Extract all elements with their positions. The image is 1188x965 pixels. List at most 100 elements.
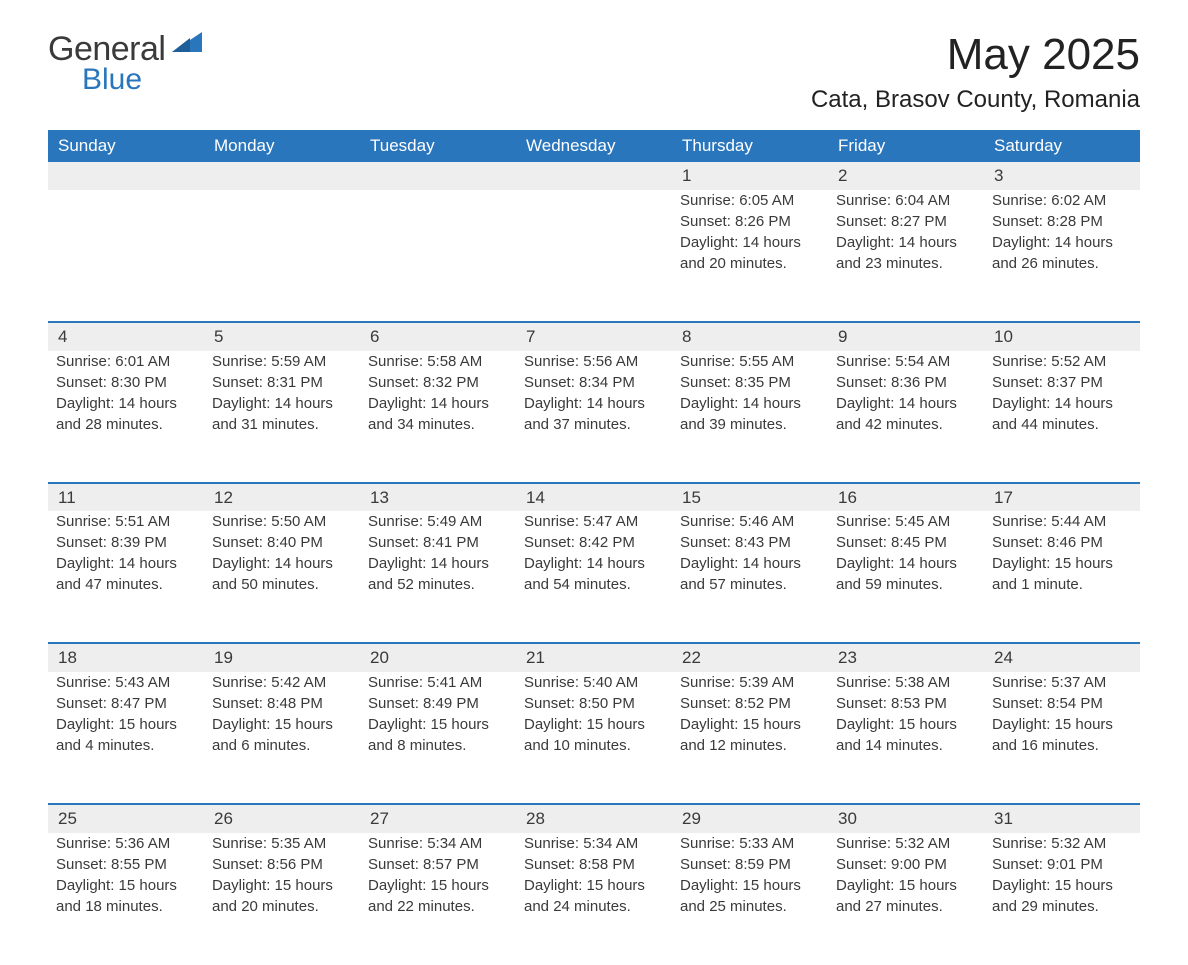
day-number-cell [360,162,516,190]
day-number-cell: 5 [204,322,360,351]
day-number-cell: 11 [48,483,204,512]
day-number-cell: 31 [984,804,1140,833]
daylight-line: Daylight: 15 hours and 18 minutes. [56,875,196,917]
day-number: 7 [526,327,535,346]
sunrise-line: Sunrise: 5:47 AM [524,511,664,532]
day-cell: Sunrise: 6:04 AMSunset: 8:27 PMDaylight:… [828,190,984,322]
title-block: May 2025 Cata, Brasov County, Romania [811,30,1140,124]
daylight-line: Daylight: 15 hours and 10 minutes. [524,714,664,756]
sunset-line: Sunset: 8:55 PM [56,854,196,875]
sunset-line: Sunset: 8:53 PM [836,693,976,714]
day-content-row: Sunrise: 5:36 AMSunset: 8:55 PMDaylight:… [48,833,1140,965]
weekday-header: Friday [828,130,984,162]
day-number: 12 [214,488,233,507]
daylight-line: Daylight: 14 hours and 47 minutes. [56,553,196,595]
day-cell: Sunrise: 5:35 AMSunset: 8:56 PMDaylight:… [204,833,360,965]
logo-triangle-icon [172,30,202,57]
day-number-cell: 13 [360,483,516,512]
day-cell: Sunrise: 6:05 AMSunset: 8:26 PMDaylight:… [672,190,828,322]
sunset-line: Sunset: 8:45 PM [836,532,976,553]
day-number: 15 [682,488,701,507]
sunrise-line: Sunrise: 5:49 AM [368,511,508,532]
sunrise-line: Sunrise: 6:02 AM [992,190,1132,211]
day-cell: Sunrise: 5:38 AMSunset: 8:53 PMDaylight:… [828,672,984,804]
day-number-cell: 4 [48,322,204,351]
sunset-line: Sunset: 8:46 PM [992,532,1132,553]
day-number: 28 [526,809,545,828]
sunset-line: Sunset: 8:47 PM [56,693,196,714]
day-cell: Sunrise: 5:37 AMSunset: 8:54 PMDaylight:… [984,672,1140,804]
sunrise-line: Sunrise: 5:35 AM [212,833,352,854]
sunset-line: Sunset: 8:32 PM [368,372,508,393]
day-number-cell: 8 [672,322,828,351]
day-cell: Sunrise: 5:41 AMSunset: 8:49 PMDaylight:… [360,672,516,804]
sunset-line: Sunset: 9:00 PM [836,854,976,875]
day-number-cell [516,162,672,190]
sunrise-line: Sunrise: 5:38 AM [836,672,976,693]
sunset-line: Sunset: 8:49 PM [368,693,508,714]
day-cell: Sunrise: 5:32 AMSunset: 9:01 PMDaylight:… [984,833,1140,965]
day-cell: Sunrise: 5:52 AMSunset: 8:37 PMDaylight:… [984,351,1140,483]
day-number-cell: 1 [672,162,828,190]
day-cell: Sunrise: 5:49 AMSunset: 8:41 PMDaylight:… [360,511,516,643]
day-cell: Sunrise: 5:45 AMSunset: 8:45 PMDaylight:… [828,511,984,643]
sunrise-line: Sunrise: 5:33 AM [680,833,820,854]
day-number-cell: 24 [984,643,1140,672]
sunrise-line: Sunrise: 5:36 AM [56,833,196,854]
day-number: 9 [838,327,847,346]
day-number: 16 [838,488,857,507]
day-number-cell [48,162,204,190]
sunrise-line: Sunrise: 5:46 AM [680,511,820,532]
day-number-cell: 27 [360,804,516,833]
day-number: 8 [682,327,691,346]
day-cell: Sunrise: 5:33 AMSunset: 8:59 PMDaylight:… [672,833,828,965]
daylight-line: Daylight: 15 hours and 20 minutes. [212,875,352,917]
sunset-line: Sunset: 8:57 PM [368,854,508,875]
day-number-cell: 28 [516,804,672,833]
day-number: 4 [58,327,67,346]
daylight-line: Daylight: 15 hours and 8 minutes. [368,714,508,756]
sunrise-line: Sunrise: 5:45 AM [836,511,976,532]
sunset-line: Sunset: 8:42 PM [524,532,664,553]
day-number: 25 [58,809,77,828]
day-number-cell: 15 [672,483,828,512]
sunset-line: Sunset: 8:28 PM [992,211,1132,232]
day-cell: Sunrise: 5:46 AMSunset: 8:43 PMDaylight:… [672,511,828,643]
day-content-row: Sunrise: 6:05 AMSunset: 8:26 PMDaylight:… [48,190,1140,322]
day-content-row: Sunrise: 6:01 AMSunset: 8:30 PMDaylight:… [48,351,1140,483]
day-cell [204,190,360,322]
day-number-cell: 20 [360,643,516,672]
sunset-line: Sunset: 8:36 PM [836,372,976,393]
day-cell: Sunrise: 5:50 AMSunset: 8:40 PMDaylight:… [204,511,360,643]
daylight-line: Daylight: 14 hours and 31 minutes. [212,393,352,435]
sunrise-line: Sunrise: 5:43 AM [56,672,196,693]
sunset-line: Sunset: 8:54 PM [992,693,1132,714]
sunrise-line: Sunrise: 5:51 AM [56,511,196,532]
day-cell: Sunrise: 6:02 AMSunset: 8:28 PMDaylight:… [984,190,1140,322]
daylight-line: Daylight: 14 hours and 39 minutes. [680,393,820,435]
daylight-line: Daylight: 14 hours and 28 minutes. [56,393,196,435]
day-number-cell [204,162,360,190]
sunrise-line: Sunrise: 5:32 AM [992,833,1132,854]
day-cell: Sunrise: 5:51 AMSunset: 8:39 PMDaylight:… [48,511,204,643]
daylight-line: Daylight: 15 hours and 6 minutes. [212,714,352,756]
day-number: 21 [526,648,545,667]
day-number-row: 18192021222324 [48,643,1140,672]
sunset-line: Sunset: 8:34 PM [524,372,664,393]
weekday-header: Tuesday [360,130,516,162]
daylight-line: Daylight: 14 hours and 59 minutes. [836,553,976,595]
weekday-header-row: Sunday Monday Tuesday Wednesday Thursday… [48,130,1140,162]
day-number: 14 [526,488,545,507]
day-number: 13 [370,488,389,507]
sunset-line: Sunset: 8:58 PM [524,854,664,875]
weekday-header: Wednesday [516,130,672,162]
day-number-cell: 6 [360,322,516,351]
day-number-row: 45678910 [48,322,1140,351]
day-content-row: Sunrise: 5:51 AMSunset: 8:39 PMDaylight:… [48,511,1140,643]
sunset-line: Sunset: 8:48 PM [212,693,352,714]
day-number-row: 123 [48,162,1140,190]
daylight-line: Daylight: 15 hours and 16 minutes. [992,714,1132,756]
day-number: 29 [682,809,701,828]
day-number-cell: 19 [204,643,360,672]
day-cell: Sunrise: 5:55 AMSunset: 8:35 PMDaylight:… [672,351,828,483]
